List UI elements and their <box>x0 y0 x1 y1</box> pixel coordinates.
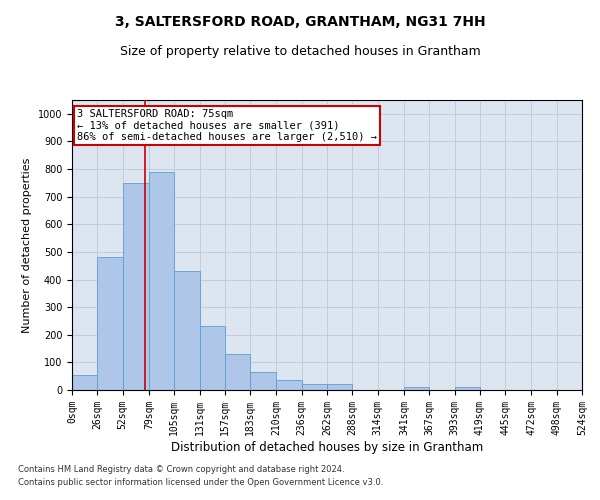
X-axis label: Distribution of detached houses by size in Grantham: Distribution of detached houses by size … <box>171 440 483 454</box>
Bar <box>302 384 327 390</box>
Bar <box>327 384 352 390</box>
Text: 3 SALTERSFORD ROAD: 75sqm
← 13% of detached houses are smaller (391)
86% of semi: 3 SALTERSFORD ROAD: 75sqm ← 13% of detac… <box>77 108 377 142</box>
Text: Contains public sector information licensed under the Open Government Licence v3: Contains public sector information licen… <box>18 478 383 487</box>
Bar <box>277 380 302 390</box>
Text: Contains HM Land Registry data © Crown copyright and database right 2024.: Contains HM Land Registry data © Crown c… <box>18 466 344 474</box>
Text: Size of property relative to detached houses in Grantham: Size of property relative to detached ho… <box>119 45 481 58</box>
Bar <box>122 183 149 390</box>
Bar <box>404 387 429 390</box>
Bar <box>97 258 122 390</box>
Bar <box>250 372 277 390</box>
Y-axis label: Number of detached properties: Number of detached properties <box>22 158 32 332</box>
Bar <box>72 375 97 390</box>
Text: 3, SALTERSFORD ROAD, GRANTHAM, NG31 7HH: 3, SALTERSFORD ROAD, GRANTHAM, NG31 7HH <box>115 15 485 29</box>
Bar <box>225 354 250 390</box>
Bar <box>199 326 225 390</box>
Bar <box>149 172 174 390</box>
Bar <box>455 387 480 390</box>
Bar <box>174 271 200 390</box>
